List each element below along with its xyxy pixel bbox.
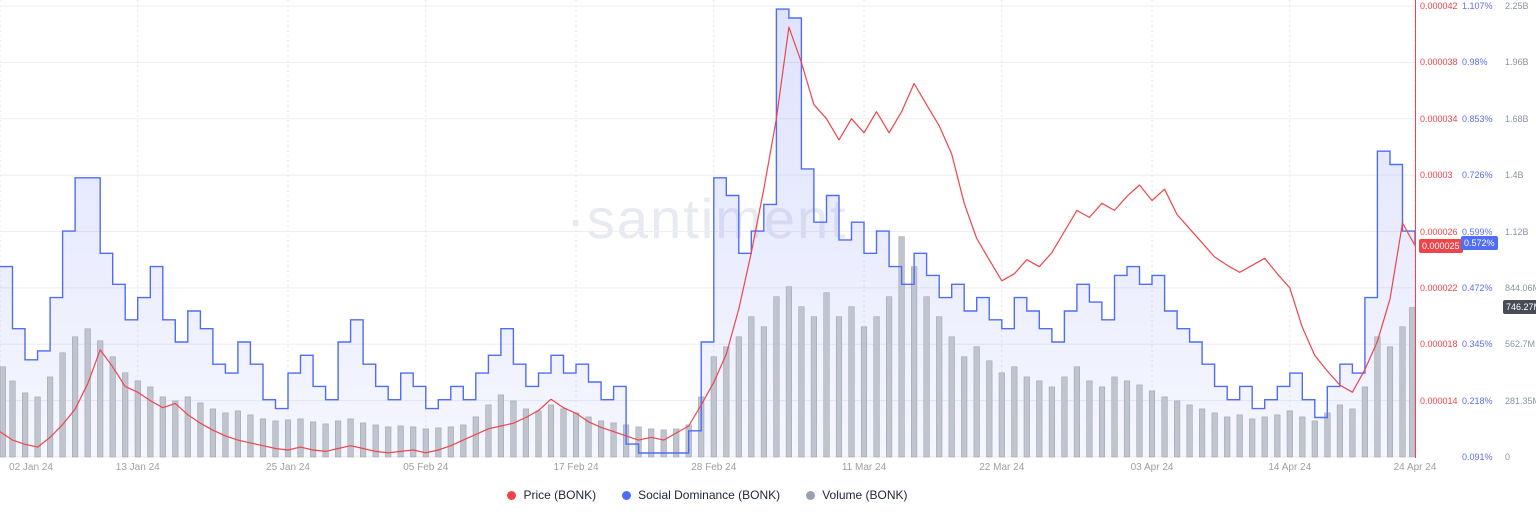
y-axis-label-volume: 281.35M [1505, 395, 1536, 406]
y-axis-label-price: 0.000014 [1420, 395, 1458, 406]
legend-label: Volume (BONK) [822, 488, 908, 502]
y-axis-label-social: 1.107% [1462, 1, 1493, 11]
x-axis-label: 03 Apr 24 [1130, 462, 1174, 473]
legend-label: Price (BONK) [523, 488, 597, 502]
y-axis-label-volume: 2.25B [1505, 1, 1529, 11]
y-axis-label-social: 0.472% [1462, 282, 1493, 293]
y-axis-label-price: 0.000034 [1420, 113, 1458, 124]
social-dominance-series [0, 9, 1415, 457]
x-axis-label: 11 Mar 24 [841, 462, 887, 473]
x-axis-label: 22 Mar 24 [979, 462, 1025, 473]
y-axis-label-social: 0.726% [1462, 170, 1493, 181]
x-axis-label: 17 Feb 24 [553, 462, 599, 473]
social-dominance-line [0, 8, 1416, 454]
y-axis-label-price: 0.000022 [1420, 282, 1458, 293]
volume-last-value-badge: 746.27M [1503, 300, 1536, 315]
x-axis-label: 25 Jan 24 [266, 462, 310, 473]
price-line-series [0, 26, 1416, 454]
y-axis-label-price: 0.000018 [1420, 339, 1458, 350]
volume-bars-series [0, 236, 1416, 458]
x-axis-label: 14 Apr 24 [1268, 462, 1312, 473]
y-axis-label-volume: 562.7M [1505, 339, 1536, 350]
y-axis-label-volume: 1.96B [1505, 57, 1529, 68]
y-axis-label-price: 0.00003 [1420, 170, 1453, 181]
legend-item-social-dominance[interactable]: Social Dominance (BONK) [622, 488, 780, 502]
legend-dot-icon [622, 490, 632, 500]
y-axis-label-volume: 844.06M [1505, 282, 1536, 293]
x-axis-label: 13 Jan 24 [115, 462, 160, 473]
y-axis-label-price: 0.000026 [1420, 226, 1458, 237]
y-axis-label-volume: 1.12B [1505, 226, 1529, 237]
chart-plot-area[interactable] [0, 0, 1418, 460]
y-axis-label-social: 0.091% [1462, 452, 1493, 462]
legend-item-price[interactable]: Price (BONK) [507, 488, 596, 502]
y-axis-label-volume: 1.68B [1505, 113, 1529, 124]
x-axis-label: 24 Apr 24 [1393, 462, 1437, 473]
y-axis-label-social: 0.853% [1462, 113, 1493, 124]
legend-dot-icon [806, 490, 816, 500]
legend-label: Social Dominance (BONK) [638, 488, 781, 502]
price-last-value-badge: 0.000025 [1419, 238, 1463, 253]
y-axis-label-volume: 1.4B [1505, 170, 1524, 181]
legend-dot-icon [507, 490, 517, 500]
x-axis-label: 05 Feb 24 [403, 462, 449, 473]
legend-item-volume[interactable]: Volume (BONK) [806, 488, 908, 502]
y-axis-label-social: 0.218% [1462, 395, 1493, 406]
x-axis-label: 28 Feb 24 [691, 462, 737, 473]
y-axis-label-social: 0.599% [1462, 226, 1493, 237]
legend: Price (BONK) Social Dominance (BONK) Volum… [0, 486, 1415, 504]
y-axis-label-social: 0.345% [1462, 339, 1493, 350]
y-axis-label-volume: 0 [1505, 452, 1511, 462]
y-axis-label-social: 0.98% [1462, 57, 1488, 68]
y-axis-label-price: 0.000042 [1420, 1, 1458, 11]
x-axis-label: 02 Jan 24 [9, 462, 53, 473]
social-last-value-badge: 0.572% [1461, 236, 1498, 251]
y-axis-label-price: 0.000038 [1420, 57, 1458, 68]
